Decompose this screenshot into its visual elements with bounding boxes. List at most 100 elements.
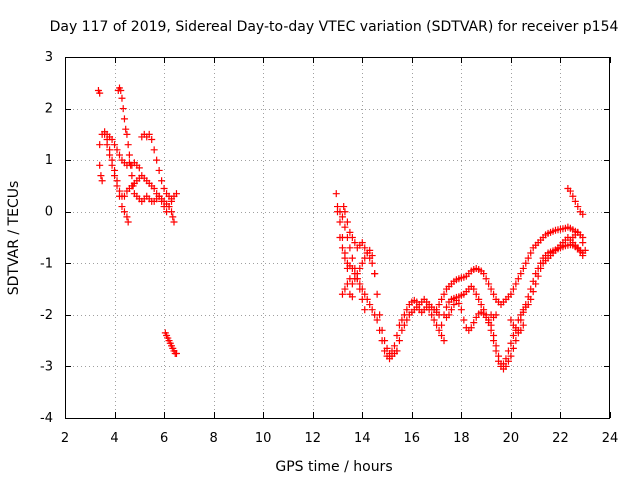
data-point — [482, 275, 490, 283]
x-tick-label: 6 — [160, 431, 168, 446]
grid — [65, 57, 610, 418]
data-point — [435, 301, 443, 309]
data-point — [351, 270, 359, 278]
data-point — [455, 300, 463, 308]
data-point — [334, 208, 341, 216]
data-point — [395, 337, 403, 345]
y-tick-label: -1 — [40, 256, 53, 271]
data-point — [123, 130, 131, 138]
data-point — [425, 306, 433, 314]
data-point — [127, 161, 135, 169]
data-point — [579, 210, 587, 218]
data-point — [435, 326, 443, 334]
data-point — [509, 331, 517, 339]
x-tick-label: 12 — [304, 431, 321, 446]
y-axis-label: SDTVAR / TECUs — [6, 181, 22, 296]
data-point — [519, 321, 527, 329]
data-point — [443, 303, 450, 311]
data-point — [148, 136, 156, 144]
data-point — [487, 326, 495, 334]
data-point — [390, 342, 398, 350]
data-point — [519, 264, 527, 272]
data-point — [403, 316, 411, 324]
data-point — [400, 321, 408, 329]
y-tick-label: 1 — [45, 153, 53, 168]
data-point — [155, 166, 163, 174]
data-point — [485, 280, 493, 288]
data-point — [470, 319, 478, 327]
data-point — [356, 285, 364, 293]
data-point — [517, 326, 525, 334]
data-point — [172, 350, 180, 358]
data-point — [576, 231, 584, 239]
data-point — [509, 321, 517, 329]
data-point — [358, 239, 366, 247]
data-point — [341, 208, 349, 216]
x-axis-label: GPS time / hours — [275, 459, 392, 475]
data-point — [103, 136, 111, 144]
data-point — [371, 270, 379, 278]
data-point — [524, 301, 532, 309]
data-point — [96, 161, 104, 169]
data-point — [373, 316, 381, 324]
x-tick-label: 22 — [552, 431, 569, 446]
data-point — [566, 187, 574, 195]
data-point — [507, 290, 515, 298]
x-tick-label: 8 — [209, 431, 217, 446]
data-point — [477, 301, 485, 309]
data-point — [129, 182, 137, 190]
data-point — [356, 264, 364, 272]
data-point — [160, 185, 168, 193]
data-point — [517, 270, 525, 278]
data-point — [125, 151, 133, 159]
data-point — [123, 213, 131, 221]
data-point — [509, 344, 517, 352]
data-point — [507, 339, 515, 347]
data-point — [348, 234, 356, 241]
data-point — [517, 311, 525, 319]
plot-frame — [65, 57, 610, 419]
data-point — [529, 288, 537, 296]
data-point — [363, 249, 371, 257]
data-point — [502, 355, 510, 363]
data-point — [353, 275, 361, 283]
data-point — [358, 295, 366, 303]
data-point — [169, 213, 177, 221]
data-point — [470, 285, 478, 293]
x-tick-label: 16 — [404, 431, 421, 446]
data-point — [490, 337, 498, 345]
data-point — [351, 239, 359, 247]
x-tick-label: 4 — [110, 431, 118, 446]
data-point — [512, 337, 520, 345]
data-point — [116, 187, 123, 195]
data-point — [383, 344, 391, 352]
data-point — [368, 306, 376, 314]
data-point — [480, 270, 488, 278]
data-point — [490, 290, 498, 298]
y-tick-label: -2 — [40, 308, 53, 323]
data-point — [119, 105, 127, 113]
data-point — [393, 331, 401, 339]
data-point — [447, 306, 455, 314]
data-point — [428, 311, 436, 319]
data-point — [113, 146, 121, 154]
y-tick-label: 3 — [45, 50, 53, 65]
data-point — [170, 218, 178, 226]
data-point — [116, 151, 123, 159]
data-point — [386, 352, 394, 360]
data-point — [145, 130, 153, 138]
data-point — [472, 313, 480, 321]
data-point — [120, 208, 128, 216]
data-point — [122, 125, 130, 133]
data-point — [338, 244, 346, 252]
data-point — [522, 259, 530, 267]
data-point — [96, 89, 104, 97]
data-point — [101, 130, 109, 138]
data-point — [393, 347, 401, 355]
data-point — [472, 290, 480, 298]
data-point — [343, 218, 351, 226]
data-point — [168, 208, 176, 216]
